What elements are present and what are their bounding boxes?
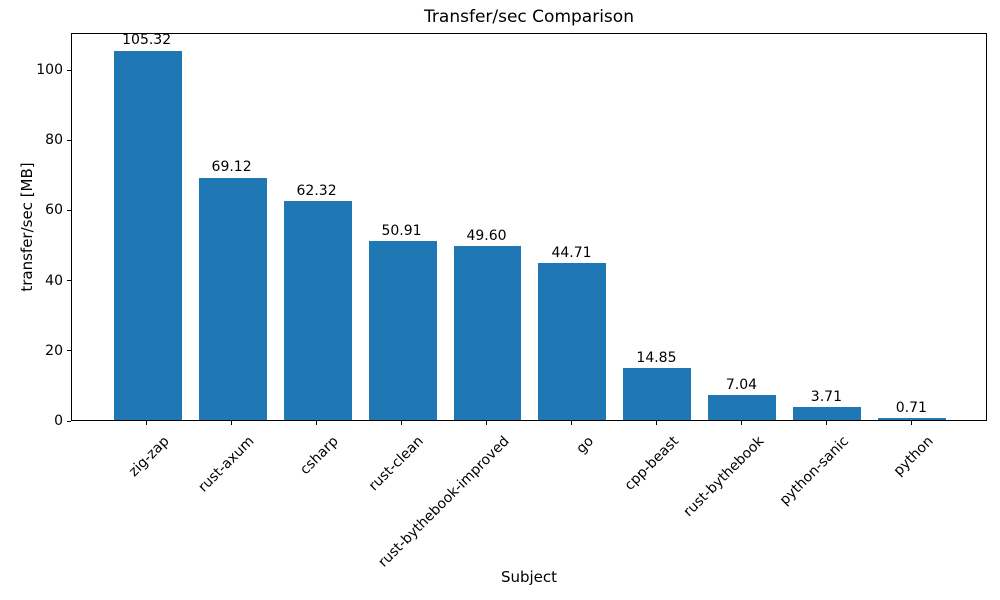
x-tick-label-python: python xyxy=(891,433,937,480)
bar-value-label: 105.32 xyxy=(122,32,172,49)
x-tick-label-rust-clean: rust-clean xyxy=(366,433,428,495)
x-tick-mark xyxy=(401,421,403,425)
bar-rust-bythebook xyxy=(708,395,777,420)
y-tick-label: 100 xyxy=(36,62,63,79)
chart-title: Transfer/sec Comparison xyxy=(424,7,634,27)
x-tick-label-rust-axum: rust-axum xyxy=(195,433,258,496)
y-tick-mark xyxy=(67,139,71,141)
x-tick-mark xyxy=(655,421,657,425)
x-tick-label-rust-bythebook: rust-bythebook xyxy=(680,433,768,521)
x-tick-mark xyxy=(740,421,742,425)
y-tick-label: 0 xyxy=(54,413,63,429)
bar-value-label: 7.04 xyxy=(725,377,758,394)
y-tick-mark xyxy=(67,69,71,71)
y-axis-label: transfer/sec [MB] xyxy=(18,162,36,292)
x-tick-label-zig-zap: zig-zap xyxy=(125,433,173,480)
y-tick-label: 80 xyxy=(45,132,63,149)
bar-rust-bythebook-improved xyxy=(453,245,522,420)
bar-python-sanic xyxy=(793,406,862,420)
y-tick-mark xyxy=(67,280,71,282)
plot-area xyxy=(71,33,987,421)
y-tick-mark xyxy=(67,209,71,211)
bar-zig-zap xyxy=(113,50,182,420)
bar-rust-axum xyxy=(198,177,267,420)
x-tick-mark xyxy=(316,421,318,425)
bar-go xyxy=(538,263,607,420)
bar-value-label: 50.91 xyxy=(381,223,422,240)
x-tick-mark xyxy=(146,421,148,425)
bar-value-label: 62.32 xyxy=(296,183,337,200)
bar-rust-clean xyxy=(368,241,437,420)
bar-value-label: 0.71 xyxy=(895,399,927,416)
y-tick-mark xyxy=(67,350,71,352)
x-tick-mark xyxy=(231,421,233,425)
x-tick-label-cpp-beast: cpp-beast xyxy=(621,433,683,494)
x-tick-label-go: go xyxy=(573,433,598,457)
bar-value-label: 14.85 xyxy=(636,349,677,366)
bar-csharp xyxy=(283,201,352,420)
x-tick-label-python-sanic: python-sanic xyxy=(776,433,853,509)
bar-cpp-beast xyxy=(623,367,692,420)
bar-value-label: 44.71 xyxy=(551,245,592,262)
bar-value-label: 69.12 xyxy=(211,159,252,176)
y-tick-label: 20 xyxy=(45,342,63,359)
y-tick-label: 40 xyxy=(45,272,63,289)
bar-python xyxy=(878,417,947,420)
x-tick-mark xyxy=(825,421,827,425)
x-axis-label: Subject xyxy=(500,568,558,586)
x-tick-label-csharp: csharp xyxy=(297,433,343,478)
y-tick-mark xyxy=(67,420,71,422)
bar-value-label: 49.60 xyxy=(466,227,507,244)
y-tick-label: 60 xyxy=(45,202,63,219)
x-tick-mark xyxy=(486,421,487,425)
bar-value-label: 3.71 xyxy=(810,388,842,405)
x-tick-mark xyxy=(570,421,572,425)
x-tick-mark xyxy=(910,421,912,425)
